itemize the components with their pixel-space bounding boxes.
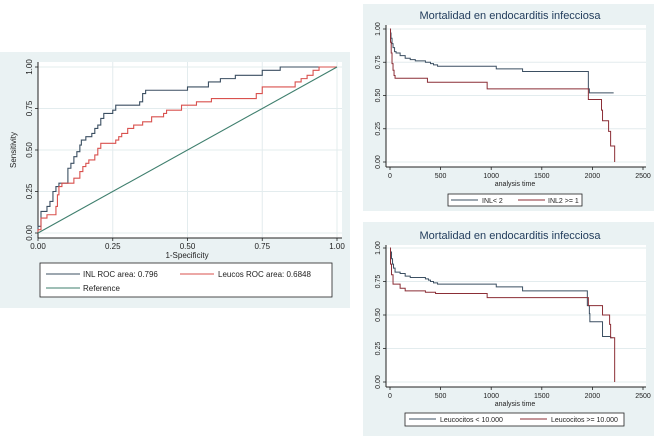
y-tick-label: 0.75: [375, 275, 382, 289]
series-line-leucos-roc-area-0-6848: [37, 66, 337, 233]
roc-legend-label-inl: INL ROC area: 0.796: [83, 270, 158, 279]
x-tick-label: 500: [435, 173, 447, 180]
x-tick-label: 0.50: [180, 242, 196, 251]
x-tick-label: 2000: [585, 173, 601, 180]
km-leucocitos-legend-label-high: Leucocitos >= 10.000: [551, 417, 618, 424]
km-leucocitos-legend-label-low: Leucocitos < 10.000: [440, 417, 503, 424]
roc-legend-label-reference: Reference: [83, 284, 120, 293]
y-tick-label: 0.25: [375, 122, 382, 136]
series-line-reference: [37, 66, 338, 234]
y-tick-label: 0.50: [375, 308, 382, 322]
x-tick-label: 0: [388, 173, 392, 180]
x-tick-label: 2500: [635, 393, 651, 400]
y-tick-label: 0.00: [375, 375, 382, 389]
y-tick-label: 1.00: [375, 22, 382, 36]
km-inl-legend-label-low: INL< 2: [482, 198, 503, 205]
x-tick-label: 0.75: [254, 242, 270, 251]
y-tick-label: 0.25: [375, 342, 382, 356]
x-tick-label: 0.00: [30, 242, 46, 251]
km-inl-title: Mortalidad en endocarditis infecciosa: [420, 10, 602, 22]
x-tick-label: 1000: [483, 173, 499, 180]
y-tick-label: 0.00: [25, 225, 34, 241]
x-tick-label: 1000: [483, 393, 499, 400]
x-tick-label: 2000: [585, 393, 601, 400]
x-tick-label: 0: [388, 393, 392, 400]
roc-ylabel: Sensitivity: [9, 132, 18, 168]
roc-legend: INL ROC area: 0.796 Leucos ROC area: 0.6…: [39, 262, 333, 298]
series-line-inl-roc-area-0-796: [37, 66, 337, 233]
x-tick-label: 0.25: [105, 242, 121, 251]
series-line-inl2-1: [390, 28, 616, 162]
y-tick-label: 0.50: [375, 89, 382, 103]
y-tick-label: 0.50: [25, 142, 34, 158]
roc-legend-label-leucos: Leucos ROC area: 0.6848: [218, 270, 311, 279]
y-tick-label: 1.00: [375, 241, 382, 255]
km-leucocitos-legend-box: [404, 412, 625, 427]
x-tick-label: 1500: [534, 393, 550, 400]
y-tick-label: 0.25: [25, 183, 34, 199]
y-tick-label: 1.00: [25, 59, 34, 75]
km-leucocitos-plot-area: [386, 245, 646, 387]
km-leucocitos-xlabel: analysis time: [495, 401, 536, 408]
y-tick-label: 0.75: [375, 55, 382, 69]
x-tick-label: 2500: [635, 173, 651, 180]
x-tick-label: 1500: [534, 173, 550, 180]
km-leucocitos-title: Mortalidad en endocarditis infecciosa: [420, 230, 602, 242]
series-line-leucocitos-10-000: [390, 247, 616, 382]
series-line-leucocitos-10-000: [390, 247, 613, 339]
km-inl-legend-label-high: INL2 >= 1: [548, 198, 579, 205]
x-tick-label: 1.00: [329, 242, 345, 251]
roc-legend-box: [39, 262, 333, 298]
km-leucocitos-legend: Leucocitos < 10.000 Leucocitos >= 10.000: [404, 412, 625, 427]
y-tick-label: 0.00: [375, 155, 382, 169]
x-tick-label: 500: [435, 393, 447, 400]
y-tick-label: 0.75: [25, 100, 34, 116]
km-inl-legend-box: [447, 193, 583, 207]
km-inl-legend: INL< 2 INL2 >= 1: [447, 193, 583, 207]
series-line-inl-2: [390, 28, 614, 94]
km-inl-xlabel: analysis time: [495, 181, 536, 188]
roc-xlabel: 1-Specificity: [165, 251, 208, 260]
